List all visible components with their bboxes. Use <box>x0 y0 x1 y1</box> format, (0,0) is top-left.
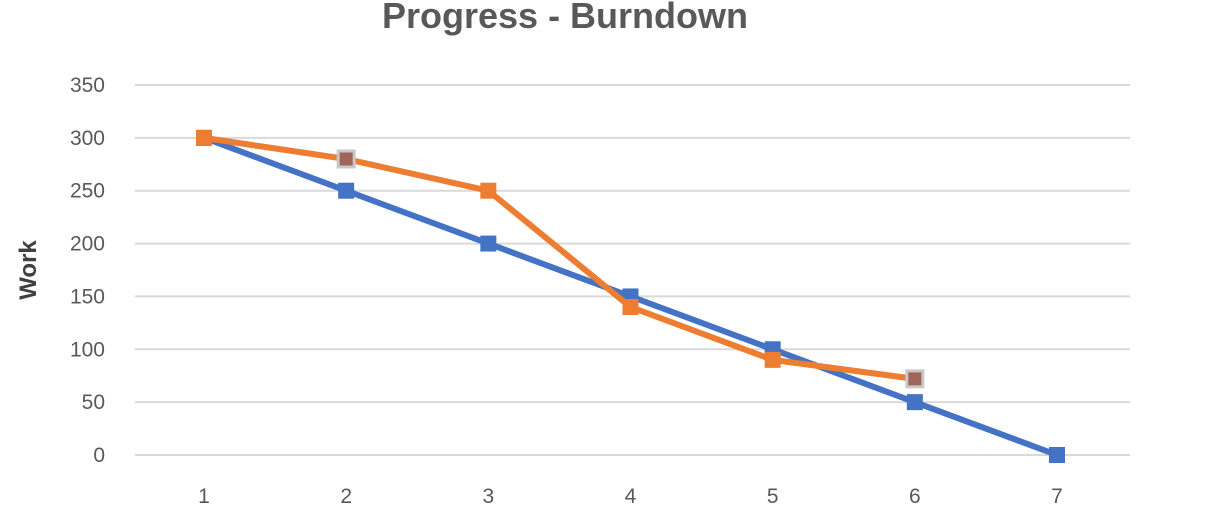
series-2-marker <box>622 299 639 315</box>
y-tick-label: 350 <box>70 74 105 97</box>
series-2-marker <box>336 149 356 169</box>
y-axis-label: Work <box>15 240 42 300</box>
x-tick-label: 2 <box>340 485 352 508</box>
y-tick-label: 150 <box>70 285 105 308</box>
series-1-marker <box>906 394 923 411</box>
y-tick-label: 300 <box>70 127 105 150</box>
series-2-marker <box>764 351 781 368</box>
series-1-marker <box>480 235 497 252</box>
series-2-marker <box>196 129 212 146</box>
series-2-marker <box>905 369 925 389</box>
series-1-marker <box>338 182 355 199</box>
x-tick-label: 1 <box>198 485 210 508</box>
chart-title: Progress - Burndown <box>382 0 748 36</box>
series-1-marker <box>1049 447 1065 463</box>
y-tick-label: 50 <box>82 391 105 414</box>
x-tick-label: 4 <box>625 485 637 508</box>
y-tick-label: 100 <box>70 338 105 361</box>
x-tick-label: 7 <box>1051 485 1063 508</box>
y-tick-label: 0 <box>93 444 105 467</box>
gridlines <box>135 84 1130 456</box>
series-2-marker <box>480 182 497 199</box>
x-axis-ticks: 1 2 3 4 5 6 7 <box>198 485 1063 508</box>
y-axis-ticks: 0 50 100 150 200 250 300 350 <box>70 74 105 467</box>
y-tick-label: 200 <box>70 233 105 256</box>
x-tick-label: 3 <box>482 485 494 508</box>
series-group <box>196 129 1065 463</box>
y-tick-label: 250 <box>70 180 105 203</box>
x-tick-label: 6 <box>909 485 921 508</box>
series-2-line <box>203 134 916 382</box>
x-tick-label: 5 <box>767 485 779 508</box>
